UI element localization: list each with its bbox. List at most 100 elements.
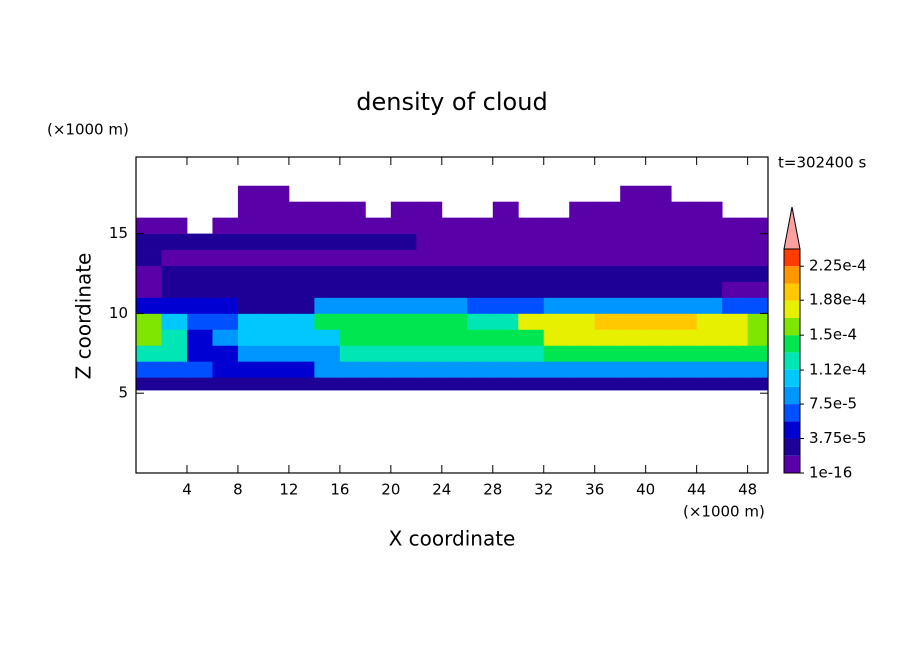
- contour-cell: [186, 329, 213, 346]
- contour-cell: [416, 249, 443, 266]
- contour-cell: [288, 217, 315, 235]
- x-tick-label: 20: [381, 481, 400, 499]
- contour-cell: [314, 377, 341, 391]
- contour-cell: [161, 297, 188, 314]
- contour-cell: [645, 201, 672, 219]
- contour-cell: [492, 233, 519, 250]
- contour-cell: [390, 329, 417, 346]
- contour-cell: [620, 281, 647, 298]
- contour-cell: [441, 345, 468, 362]
- contour-cell: [620, 201, 647, 219]
- contour-cell: [136, 265, 162, 282]
- contour-cell: [594, 297, 621, 314]
- contour-cell: [594, 329, 621, 346]
- contour-cell: [518, 249, 545, 266]
- x-tick-label: 32: [534, 481, 553, 499]
- contour-cell: [671, 345, 698, 362]
- x-tick-label: 48: [738, 481, 757, 499]
- contour-cell: [263, 185, 290, 203]
- contour-cell: [365, 217, 392, 235]
- contour-cell: [441, 329, 468, 346]
- contour-cell: [543, 297, 570, 314]
- contour-cell: [263, 345, 290, 362]
- contour-cell: [237, 233, 264, 250]
- contour-cell: [288, 233, 315, 250]
- contour-cell: [441, 313, 468, 330]
- contour-cell: [569, 201, 596, 219]
- x-tick-label: 24: [432, 481, 451, 499]
- contour-cell: [288, 329, 315, 346]
- contour-cell: [696, 377, 723, 391]
- contour-cell: [518, 377, 545, 391]
- contour-cell: [645, 361, 672, 378]
- contour-cell: [416, 233, 443, 250]
- contour-cell: [365, 265, 392, 282]
- contour-cell: [441, 249, 468, 266]
- contour-cell: [492, 217, 519, 235]
- y-unit: (×1000 m): [47, 121, 129, 139]
- contour-cell: [288, 361, 315, 378]
- contour-cell: [288, 265, 315, 282]
- contour-cell: [441, 361, 468, 378]
- contour-cell: [722, 329, 749, 346]
- contour-cell: [722, 249, 749, 266]
- contour-cell: [212, 249, 239, 266]
- contour-cell: [212, 361, 239, 378]
- contour-cell: [696, 233, 723, 250]
- contour-cell: [671, 281, 698, 298]
- contour-cell: [543, 281, 570, 298]
- contour-cell: [390, 313, 417, 330]
- contour-cell: [671, 201, 698, 219]
- contour-cell: [136, 249, 162, 266]
- contour-cell: [594, 233, 621, 250]
- contour-cell: [339, 249, 366, 266]
- contour-cell: [288, 201, 315, 219]
- contour-cell: [722, 313, 749, 330]
- contour-cell: [671, 361, 698, 378]
- contour-cell: [620, 297, 647, 314]
- contour-cell: [594, 281, 621, 298]
- contour-cell: [441, 217, 468, 235]
- contour-cell: [594, 361, 621, 378]
- x-tick-label: 44: [687, 481, 706, 499]
- contour-cell: [645, 329, 672, 346]
- contour-cell: [365, 313, 392, 330]
- contour-cell: [645, 297, 672, 314]
- contour-cell: [390, 281, 417, 298]
- contour-cell: [365, 249, 392, 266]
- contour-cell: [186, 249, 213, 266]
- contour-cell: [365, 281, 392, 298]
- contour-cell: [671, 297, 698, 314]
- contour-cell: [212, 297, 239, 314]
- contour-cell: [161, 345, 188, 362]
- contour-cell: [467, 313, 494, 330]
- contour-cell: [543, 361, 570, 378]
- contour-cell: [136, 313, 162, 330]
- contour-cell: [747, 265, 769, 282]
- contour-cell: [237, 217, 264, 235]
- contour-cell: [543, 265, 570, 282]
- contour-cell: [263, 201, 290, 219]
- contour-cell: [594, 313, 621, 330]
- contour-cell: [314, 265, 341, 282]
- contour-cell: [263, 265, 290, 282]
- contour-cell: [416, 377, 443, 391]
- y-tick-label: 15: [109, 224, 128, 242]
- contour-cell: [671, 265, 698, 282]
- contour-cell: [492, 313, 519, 330]
- colorbar-tick-label: 1.12e-4: [809, 361, 867, 379]
- contour-cell: [671, 217, 698, 235]
- contour-cell: [569, 377, 596, 391]
- contour-cell: [263, 281, 290, 298]
- contour-cell: [263, 361, 290, 378]
- contour-cell: [136, 281, 162, 298]
- contour-cell: [186, 313, 213, 330]
- contour-cell: [339, 265, 366, 282]
- contour-cell: [212, 377, 239, 391]
- contour-cell: [314, 217, 341, 235]
- contour-cell: [161, 217, 188, 235]
- contour-cell: [161, 313, 188, 330]
- contour-cell: [467, 297, 494, 314]
- contour-cell: [620, 329, 647, 346]
